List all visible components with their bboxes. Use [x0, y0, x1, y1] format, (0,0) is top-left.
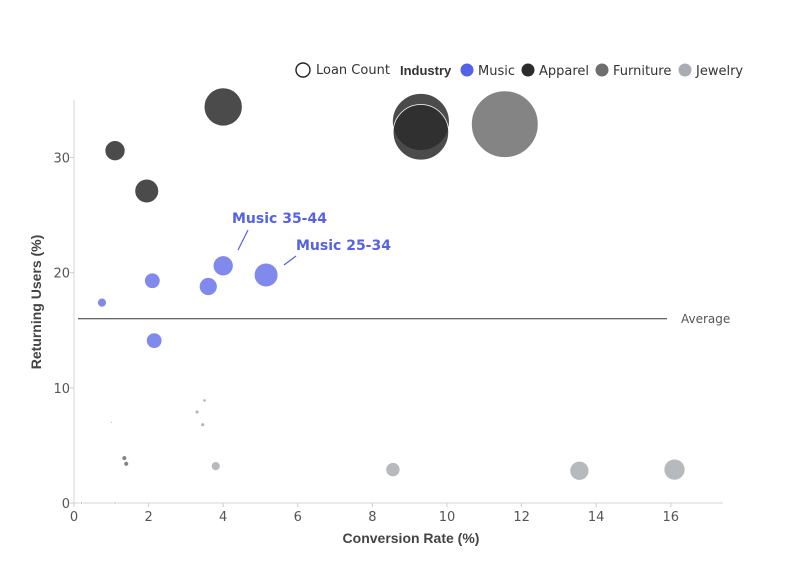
y-tick-label: 30 — [53, 152, 70, 167]
x-tick-label: 8 — [368, 510, 376, 525]
annotation-music-35-44: Music 35-44 — [232, 211, 327, 227]
point-furniture[interactable] — [80, 501, 83, 505]
data-points — [80, 87, 686, 505]
x-tick-label: 0 — [70, 510, 78, 525]
point-music[interactable] — [212, 255, 234, 277]
point-apparel[interactable] — [104, 140, 126, 162]
annotation-music-25-34: Music 25-34 — [296, 238, 391, 254]
legend-swatch-apparel — [521, 63, 535, 77]
point-jewelry[interactable] — [663, 458, 686, 481]
point-music[interactable] — [144, 272, 161, 289]
point-furniture[interactable] — [113, 501, 117, 505]
x-axis-ticks: 0 2 4 6 8 10 12 14 16 — [70, 503, 679, 525]
point-furniture[interactable] — [121, 455, 128, 461]
chart-legend: Loan Count Industry Music Apparel Furnit… — [295, 62, 743, 79]
point-music[interactable] — [145, 332, 163, 349]
point-furniture[interactable] — [123, 460, 130, 467]
y-tick-label: 0 — [62, 497, 70, 512]
annotation-leader-35-44 — [237, 229, 249, 251]
point-jewelry[interactable] — [200, 422, 206, 428]
point-music[interactable] — [253, 262, 279, 288]
x-tick-label: 4 — [219, 510, 227, 525]
annotation-leader-25-34 — [283, 255, 297, 266]
x-tick-label: 16 — [663, 510, 680, 525]
legend-label-furniture: Furniture — [613, 64, 671, 79]
axes: 0 2 4 6 8 10 12 14 16 0 10 20 30 Conversion Rate (%… — [28, 100, 723, 546]
point-music[interactable] — [97, 297, 107, 308]
x-tick-label: 12 — [513, 510, 530, 525]
x-tick-label: 14 — [588, 510, 605, 525]
annotations: Music 35-44 Music 25-34 — [232, 211, 391, 266]
point-jewelry[interactable] — [109, 420, 113, 424]
legend-label-music: Music — [478, 64, 515, 79]
x-tick-label: 2 — [144, 510, 152, 525]
x-axis-title: Conversion Rate (%) — [343, 530, 480, 546]
average-label: Average — [681, 312, 730, 326]
point-music[interactable] — [198, 277, 218, 296]
x-tick-label: 6 — [294, 510, 302, 525]
y-axis-title: Returning Users (%) — [28, 235, 44, 370]
point-furniture[interactable] — [471, 90, 539, 158]
point-jewelry[interactable] — [210, 461, 221, 472]
point-jewelry[interactable] — [385, 462, 401, 478]
y-tick-label: 20 — [53, 267, 70, 282]
point-apparel[interactable] — [203, 87, 243, 127]
point-jewelry[interactable] — [194, 409, 200, 415]
legend-swatch-jewelry — [678, 63, 692, 77]
point-jewelry[interactable] — [202, 398, 207, 403]
point-apparel[interactable] — [134, 178, 160, 204]
point-apparel[interactable] — [392, 104, 450, 161]
legend-size-swatch — [295, 62, 311, 78]
legend-label-apparel: Apparel — [539, 64, 589, 79]
y-axis-ticks: 0 10 20 30 — [53, 152, 74, 512]
y-tick-label: 10 — [53, 382, 70, 397]
legend-swatch-furniture — [595, 63, 609, 77]
legend-swatch-music — [460, 63, 474, 77]
x-tick-label: 10 — [439, 510, 456, 525]
average-reference: Average — [78, 312, 730, 326]
legend-label-jewelry: Jewelry — [695, 64, 743, 79]
legend-color-title: Industry — [400, 63, 452, 78]
legend-size-label: Loan Count — [316, 63, 390, 78]
point-jewelry[interactable] — [569, 460, 590, 481]
